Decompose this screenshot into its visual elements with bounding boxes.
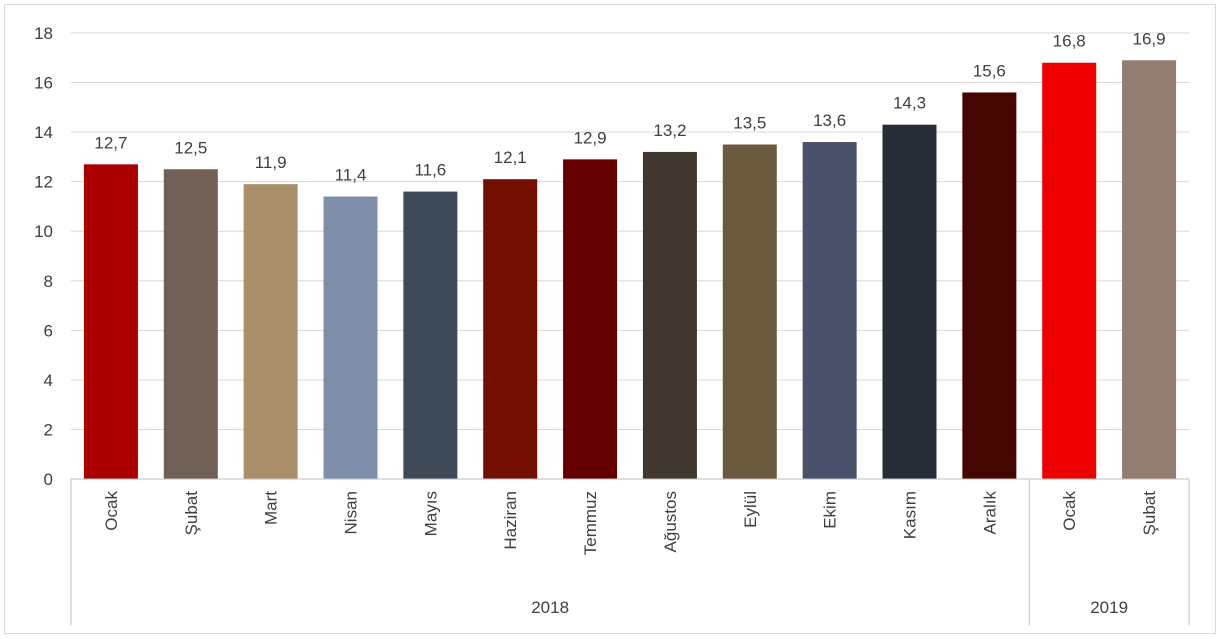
x-category-label: Ağustos: [661, 491, 680, 552]
bar: [243, 184, 298, 479]
chart-frame: 0 2 4 6 8 10 12 14 16 18 12,7 12,5 11,9 11,4 11,6 12,1…: [4, 4, 1216, 634]
y-tick-label: 10: [34, 222, 53, 241]
year-group-label: 2018: [531, 598, 569, 617]
bars: [83, 60, 1177, 480]
bar-chart: 0 2 4 6 8 10 12 14 16 18 12,7 12,5 11,9 11,4 11,6 12,1…: [34, 24, 1190, 625]
bar: [403, 191, 458, 480]
data-label: 12,7: [94, 133, 127, 152]
x-category-label: Şubat: [182, 491, 201, 536]
x-category-label: Ocak: [102, 491, 121, 531]
bar: [1122, 60, 1177, 479]
bar: [163, 169, 218, 479]
bar: [882, 124, 937, 479]
bar: [483, 179, 538, 479]
year-group-label: 2019: [1090, 598, 1128, 617]
gridlines: [71, 32, 1189, 430]
bar: [722, 144, 777, 479]
data-label: 15,6: [973, 61, 1006, 80]
bar: [563, 159, 618, 479]
data-label: 12,9: [574, 128, 607, 147]
y-tick-label: 12: [34, 173, 53, 192]
data-label: 12,5: [174, 138, 207, 157]
data-label: 12,1: [494, 148, 527, 167]
data-label: 11,9: [255, 153, 287, 172]
y-tick-label: 6: [44, 321, 53, 340]
bar: [83, 164, 138, 480]
x-category-label: Temmuz: [581, 491, 600, 555]
y-axis-ticks: 0 2 4 6 8 10 12 14 16 18: [34, 24, 53, 489]
x-category-label: Ocak: [1060, 491, 1079, 531]
x-category-label: Eylül: [741, 491, 760, 528]
y-tick-label: 8: [44, 272, 53, 291]
bar: [1042, 62, 1097, 479]
x-category-label: Aralık: [980, 491, 999, 535]
x-category-label: Haziran: [501, 491, 520, 550]
x-category-label: Kasım: [901, 491, 920, 539]
y-tick-label: 16: [34, 74, 53, 93]
data-label: 13,5: [733, 114, 766, 133]
bar: [962, 92, 1017, 479]
x-category-label: Mart: [262, 491, 281, 525]
data-label: 16,9: [1133, 29, 1166, 48]
bar: [323, 196, 378, 480]
data-label: 16,8: [1053, 32, 1086, 51]
y-tick-label: 2: [44, 420, 53, 439]
data-labels: 12,7 12,5 11,9 11,4 11,6 12,1 12,9 13,2 13,5 13,6…: [94, 29, 1165, 184]
data-label: 13,6: [813, 111, 846, 130]
category-axis: Ocak Şubat Mart Nisan Mayıs Haziran Temmuz Ağus…: [70, 478, 1190, 625]
y-tick-label: 4: [44, 371, 53, 390]
data-label: 11,4: [335, 166, 367, 185]
x-category-label: Ekim: [821, 491, 840, 529]
x-category-label: Şubat: [1140, 491, 1159, 536]
bar: [642, 151, 697, 479]
y-tick-label: 18: [34, 24, 53, 43]
bar: [802, 142, 857, 479]
y-tick-label: 14: [34, 123, 53, 142]
data-label: 14,3: [893, 94, 926, 113]
x-category-label: Nisan: [342, 491, 361, 534]
data-label: 13,2: [653, 121, 686, 140]
x-category-label: Mayıs: [421, 491, 440, 536]
data-label: 11,6: [414, 161, 446, 180]
y-tick-label: 0: [44, 470, 53, 489]
